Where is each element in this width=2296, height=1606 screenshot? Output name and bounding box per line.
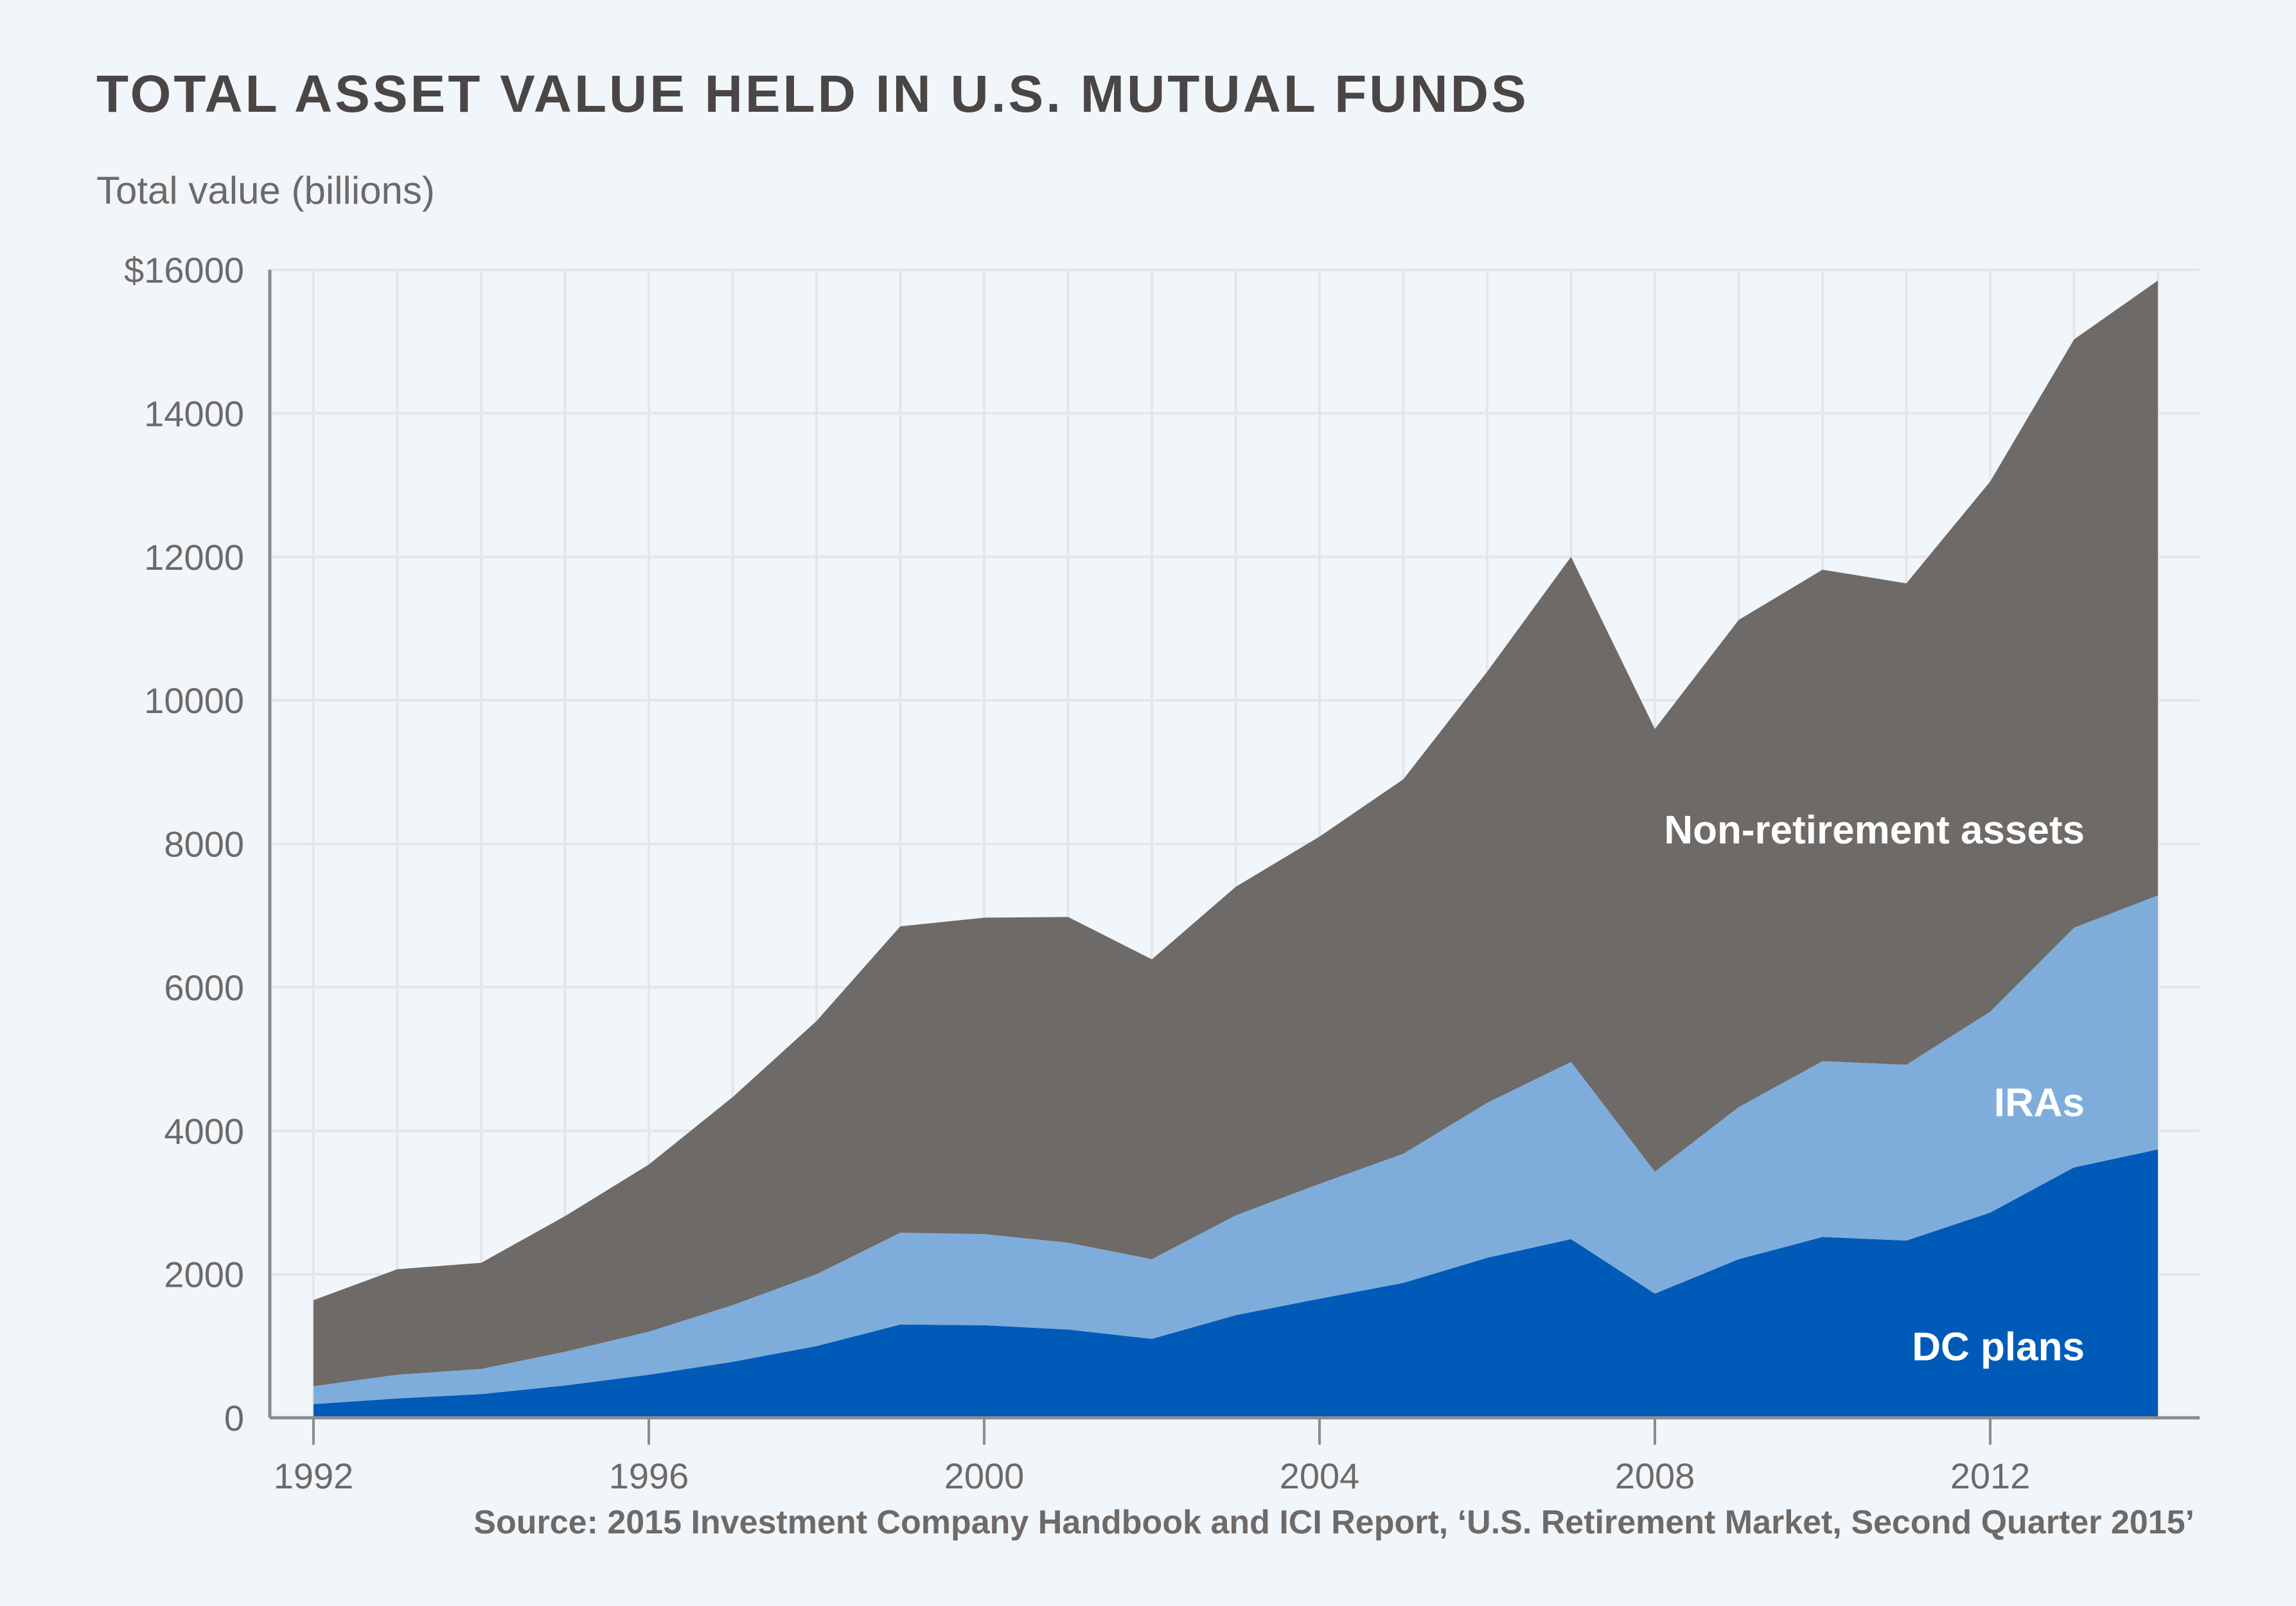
y-tick-label: 4000 bbox=[164, 1111, 244, 1151]
y-tick-label: 2000 bbox=[164, 1255, 244, 1295]
source-note: Source: 2015 Investment Company Handbook… bbox=[473, 1504, 2194, 1541]
stacked-areas bbox=[313, 280, 2158, 1418]
series-label-iras: IRAs bbox=[1994, 1081, 2085, 1125]
x-tick-label: 2000 bbox=[944, 1456, 1025, 1496]
y-tick-label: 6000 bbox=[164, 967, 244, 1008]
axes: 0 2000 4000 6000 8000 10000 12000 14000 $16000 19… bbox=[124, 250, 2200, 1496]
x-tick-label: 2012 bbox=[1950, 1456, 2031, 1496]
x-tick-label: 1996 bbox=[609, 1456, 689, 1496]
series-labels: DC plans IRAs Non-retirement assets bbox=[1664, 808, 2085, 1369]
area-iras bbox=[313, 895, 2158, 1404]
y-tick-label: 0 bbox=[224, 1398, 244, 1438]
x-tick-label: 1992 bbox=[274, 1456, 354, 1496]
series-label-dc-plans: DC plans bbox=[1912, 1325, 2085, 1369]
x-tick-label: 2008 bbox=[1615, 1456, 1695, 1496]
y-axis-label: Total value (billions) bbox=[96, 169, 435, 212]
area-non-retirement-assets bbox=[313, 280, 2158, 1386]
y-tick-label: 8000 bbox=[164, 824, 244, 865]
area-dc-plans bbox=[313, 1149, 2158, 1418]
y-tick-label: $16000 bbox=[124, 250, 244, 290]
y-tick-label: 10000 bbox=[144, 680, 244, 721]
y-tick-label: 14000 bbox=[144, 393, 244, 434]
chart-title: TOTAL ASSET VALUE HELD IN U.S. MUTUAL FU… bbox=[96, 65, 1529, 123]
y-tick-label: 12000 bbox=[144, 537, 244, 578]
series-label-non-retirement-assets: Non-retirement assets bbox=[1664, 808, 2085, 852]
x-tick-label: 2004 bbox=[1280, 1456, 1360, 1496]
